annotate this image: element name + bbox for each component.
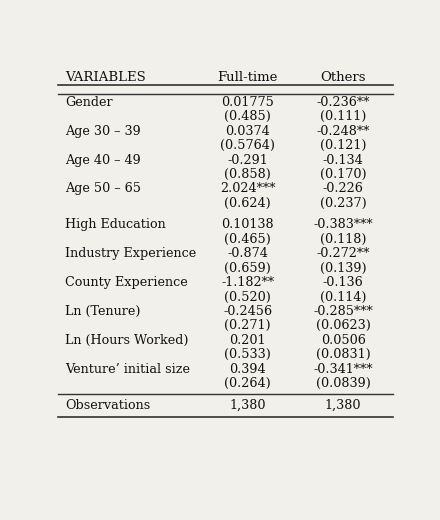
Text: -0.874: -0.874 (227, 248, 268, 261)
Text: Gender: Gender (65, 96, 113, 109)
Text: (0.858): (0.858) (224, 168, 271, 181)
Text: Others: Others (320, 71, 366, 84)
Text: (0.139): (0.139) (320, 262, 367, 275)
Text: (0.111): (0.111) (320, 110, 367, 123)
Text: VARIABLES: VARIABLES (65, 71, 146, 84)
Text: (0.659): (0.659) (224, 262, 271, 275)
Text: -0.272**: -0.272** (316, 248, 370, 261)
Text: County Experience: County Experience (65, 276, 188, 289)
Text: -0.285***: -0.285*** (313, 305, 373, 318)
Text: 0.0374: 0.0374 (225, 125, 270, 138)
Text: (0.114): (0.114) (320, 291, 367, 304)
Text: (0.271): (0.271) (224, 319, 271, 332)
Text: (0.0831): (0.0831) (316, 348, 370, 361)
Text: Ln (Hours Worked): Ln (Hours Worked) (65, 334, 189, 347)
Text: -0.383***: -0.383*** (313, 218, 373, 231)
Text: Industry Experience: Industry Experience (65, 248, 197, 261)
Text: (0.118): (0.118) (320, 233, 367, 246)
Text: 1,380: 1,380 (229, 399, 266, 412)
Text: 2.024***: 2.024*** (220, 183, 275, 196)
Text: -0.291: -0.291 (227, 153, 268, 166)
Text: (0.520): (0.520) (224, 291, 271, 304)
Text: -0.2456: -0.2456 (223, 305, 272, 318)
Text: -0.136: -0.136 (323, 276, 363, 289)
Text: -0.341***: -0.341*** (313, 362, 373, 375)
Text: (0.0623): (0.0623) (316, 319, 370, 332)
Text: (0.0839): (0.0839) (316, 377, 370, 390)
Text: (0.465): (0.465) (224, 233, 271, 246)
Text: (0.485): (0.485) (224, 110, 271, 123)
Text: (0.237): (0.237) (320, 197, 367, 210)
Text: 0.10138: 0.10138 (221, 218, 274, 231)
Text: 1,380: 1,380 (325, 399, 361, 412)
Text: Age 30 – 39: Age 30 – 39 (65, 125, 141, 138)
Text: Ln (Tenure): Ln (Tenure) (65, 305, 141, 318)
Text: (0.5764): (0.5764) (220, 139, 275, 152)
Text: 0.201: 0.201 (229, 334, 266, 347)
Text: -1.182**: -1.182** (221, 276, 274, 289)
Text: -0.226: -0.226 (323, 183, 363, 196)
Text: 0.01775: 0.01775 (221, 96, 274, 109)
Text: 0.394: 0.394 (229, 362, 266, 375)
Text: (0.170): (0.170) (320, 168, 367, 181)
Text: -0.134: -0.134 (323, 153, 363, 166)
Text: (0.264): (0.264) (224, 377, 271, 390)
Text: -0.236**: -0.236** (316, 96, 370, 109)
Text: (0.121): (0.121) (320, 139, 367, 152)
Text: High Education: High Education (65, 218, 166, 231)
Text: Age 50 – 65: Age 50 – 65 (65, 183, 141, 196)
Text: Full-time: Full-time (217, 71, 278, 84)
Text: (0.624): (0.624) (224, 197, 271, 210)
Text: -0.248**: -0.248** (316, 125, 370, 138)
Text: Venture’ initial size: Venture’ initial size (65, 362, 190, 375)
Text: (0.533): (0.533) (224, 348, 271, 361)
Text: Observations: Observations (65, 399, 150, 412)
Text: 0.0506: 0.0506 (321, 334, 366, 347)
Text: Age 40 – 49: Age 40 – 49 (65, 153, 141, 166)
